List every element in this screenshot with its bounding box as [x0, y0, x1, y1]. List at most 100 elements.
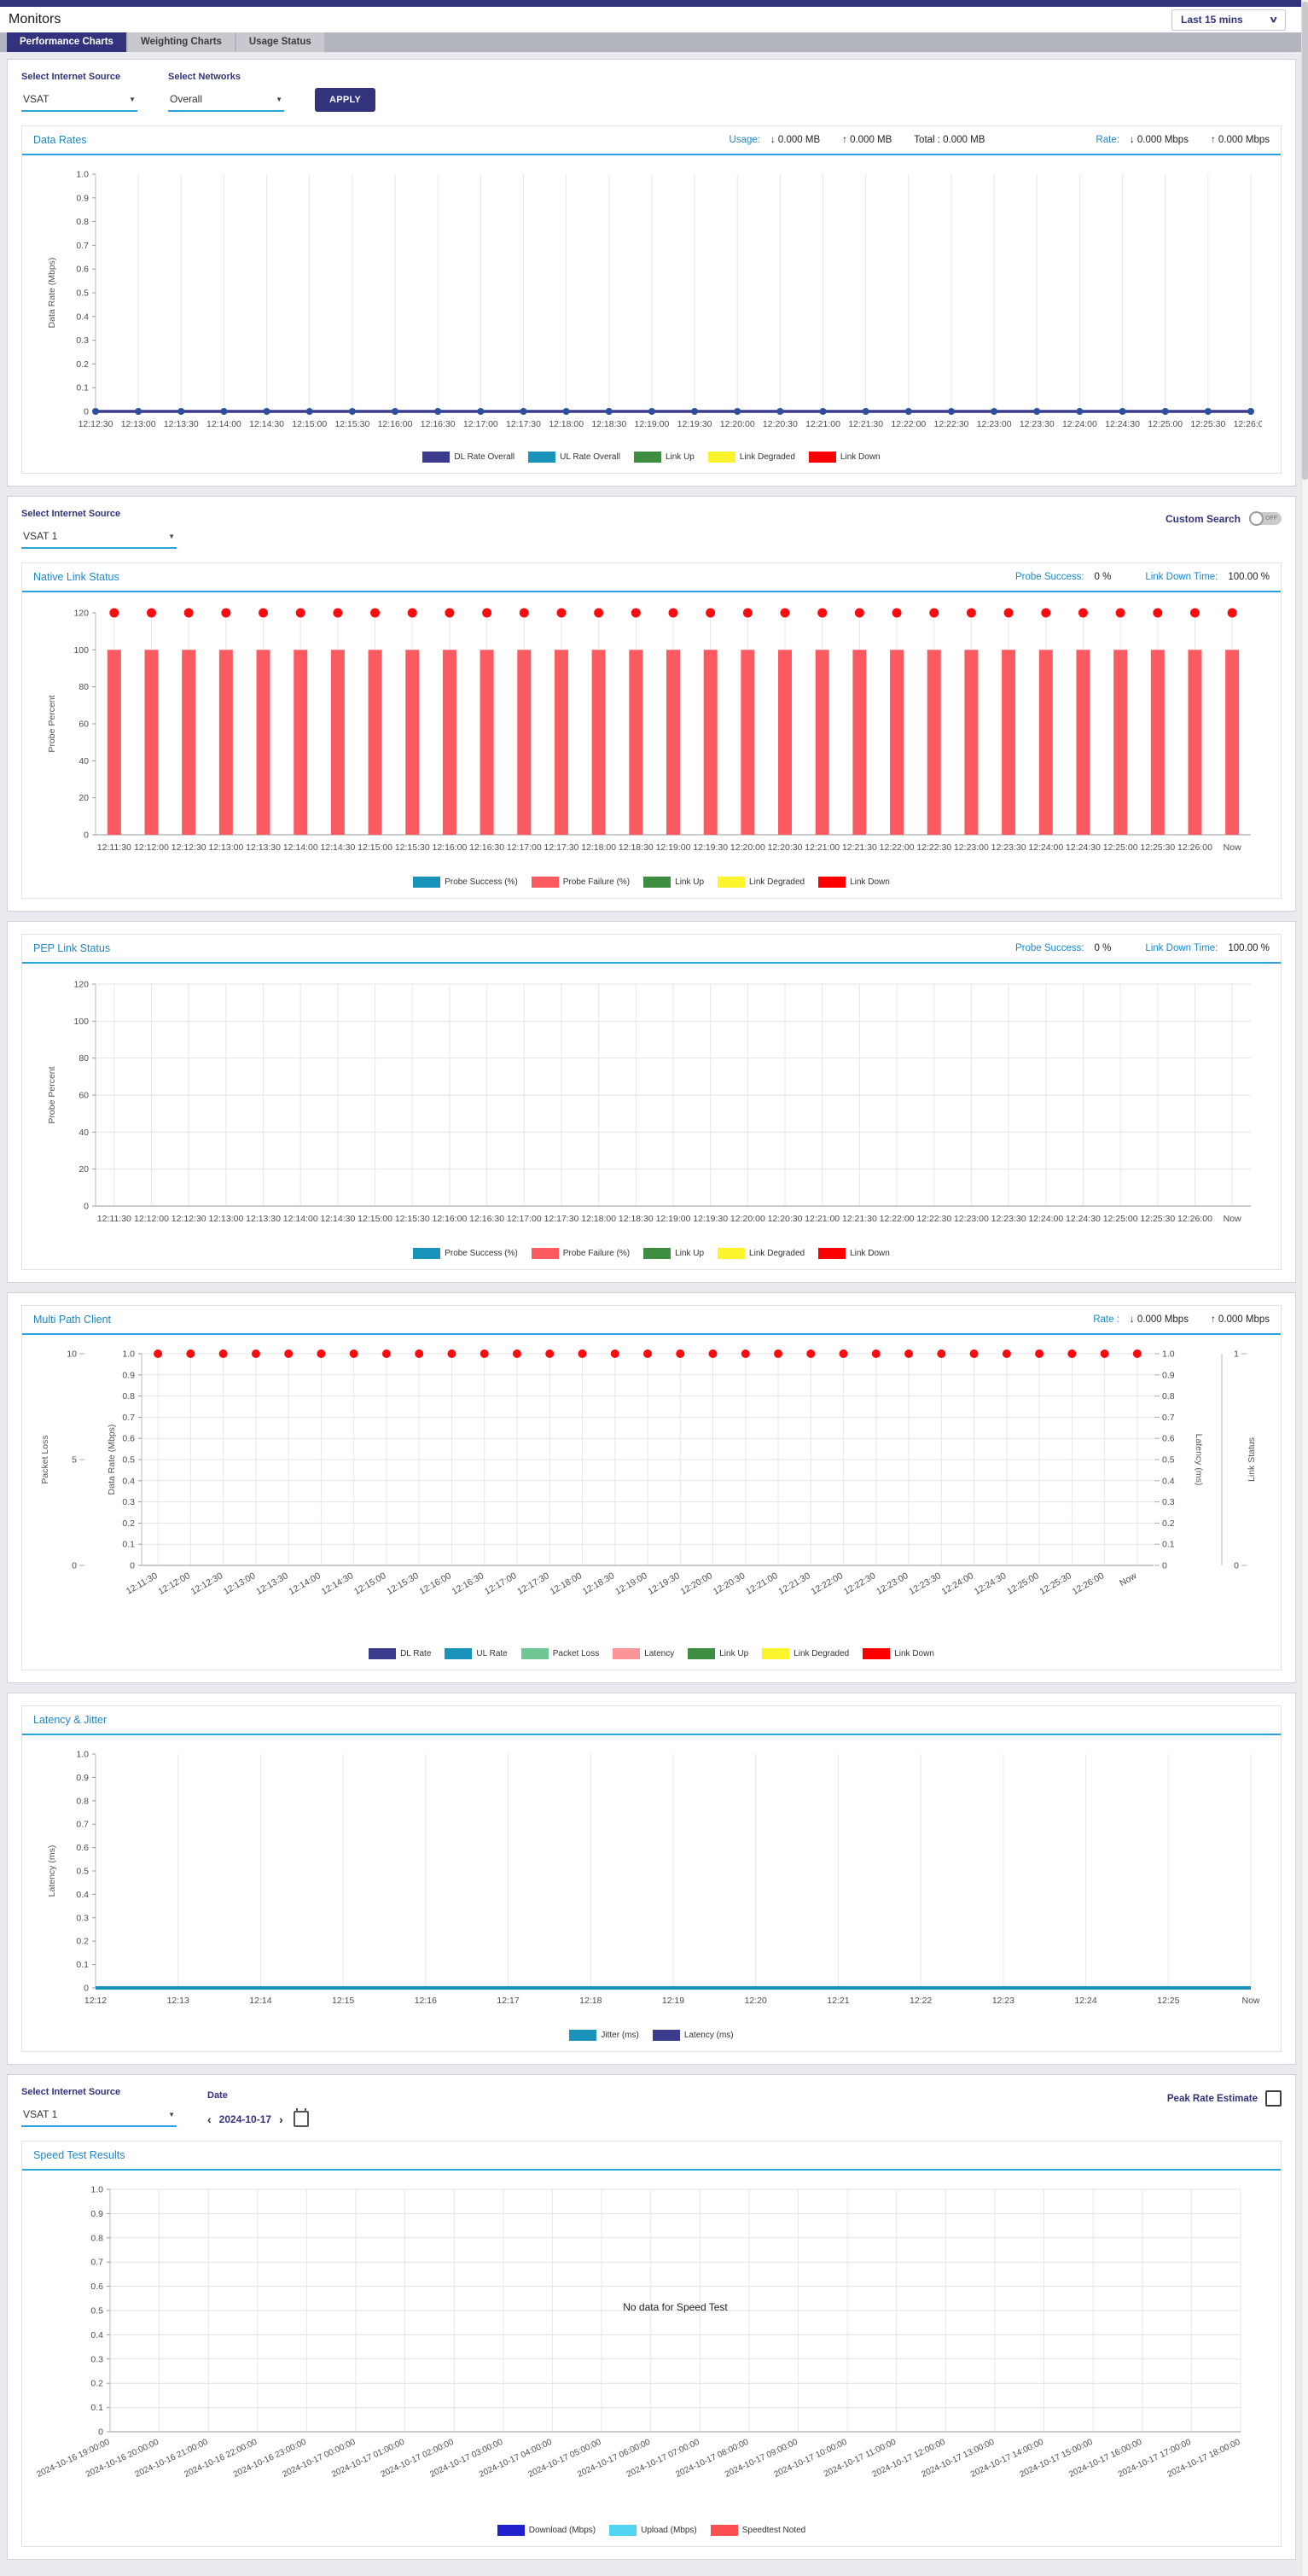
svg-text:12:22:30: 12:22:30 [916, 1214, 951, 1224]
svg-text:Link Status: Link Status [1247, 1437, 1257, 1482]
svg-text:12:24:30: 12:24:30 [1066, 842, 1101, 853]
legend-item: Speedtest Noted [710, 2525, 805, 2536]
internet-source-value: VSAT [23, 93, 49, 105]
pep-link-status-legend: Probe Success (%) Probe Failure (%) Link U… [22, 1246, 1281, 1269]
svg-text:Probe Percent: Probe Percent [47, 1066, 57, 1123]
internet-source-select[interactable]: VSAT ▼ [21, 90, 137, 112]
next-date-button[interactable]: › [279, 2112, 283, 2126]
legend-item: Probe Success (%) [413, 877, 518, 888]
svg-text:12:22:30: 12:22:30 [916, 842, 951, 853]
svg-text:12:13:00: 12:13:00 [121, 419, 156, 429]
latency-section-card: Latency & Jitter 1.0 0.9 0.8 0.7 0.6 0.5 0.4 0.… [7, 1693, 1296, 2065]
legend-swatch [718, 1248, 746, 1259]
apply-button[interactable]: APPLY [315, 88, 376, 112]
svg-text:12:26:00: 12:26:00 [1177, 1214, 1212, 1224]
tab-weighting-charts[interactable]: Weighting Charts [127, 32, 235, 52]
legend-swatch [531, 1248, 559, 1259]
svg-text:12:23:00: 12:23:00 [954, 1214, 989, 1224]
networks-label: Select Networks [168, 72, 241, 82]
svg-text:0.1: 0.1 [76, 383, 89, 393]
svg-text:12:14:00: 12:14:00 [283, 1214, 318, 1224]
legend-swatch [528, 452, 556, 463]
svg-text:12:21:30: 12:21:30 [776, 1571, 812, 1597]
dropdown-arrow-icon: ▼ [129, 95, 136, 103]
svg-text:12:23:00: 12:23:00 [954, 842, 989, 853]
svg-text:12:12:00: 12:12:00 [156, 1571, 192, 1597]
legend-label: UL Rate Overall [560, 452, 620, 462]
svg-text:12:15:00: 12:15:00 [358, 1214, 392, 1224]
svg-text:12:18:00: 12:18:00 [581, 842, 616, 853]
legend-item: Link Degraded [718, 877, 805, 888]
svg-text:12:19:30: 12:19:30 [693, 842, 728, 853]
usage-label: Usage: [729, 135, 760, 145]
svg-text:60: 60 [78, 1091, 89, 1101]
top-accent-bar [0, 0, 1308, 7]
multi-path-client-title: Multi Path Client [33, 1314, 112, 1326]
svg-text:12:16:00: 12:16:00 [418, 1571, 454, 1597]
scrollbar-thumb[interactable] [1302, 2, 1308, 480]
custom-search-toggle[interactable]: OFF [1249, 511, 1282, 526]
legend-item: Link Down [808, 452, 881, 463]
networks-select[interactable]: Overall ▼ [168, 90, 284, 112]
calendar-icon[interactable] [293, 2108, 309, 2127]
legend-item: Link Degraded [707, 452, 795, 463]
legend-label: Link Down [894, 1649, 934, 1658]
data-rates-title: Data Rates [33, 134, 87, 146]
svg-text:0.2: 0.2 [76, 359, 89, 370]
multi-path-client-panel: Multi Path Client Rate : ↓ 0.000 Mbps ↑ … [21, 1305, 1282, 1670]
svg-text:12:17:00: 12:17:00 [483, 1571, 519, 1597]
legend-swatch [762, 1648, 790, 1659]
pep-link-status-title: PEP Link Status [33, 942, 111, 954]
legend-label: Link Degraded [749, 877, 805, 887]
legend-item: Probe Success (%) [413, 1248, 518, 1259]
time-range-dropdown[interactable]: Last 15 mins ∨ [1171, 9, 1286, 31]
scrollbar[interactable] [1301, 0, 1308, 2576]
page-title: Monitors [9, 12, 61, 26]
svg-text:12:20:00: 12:20:00 [730, 842, 765, 853]
tab-performance-charts[interactable]: Performance Charts [7, 32, 126, 52]
svg-text:0.3: 0.3 [122, 1497, 135, 1507]
speedtest-section-card: Select Internet Source VSAT 1 ▼ Date ‹ 2… [7, 2074, 1296, 2560]
svg-text:12:20:00: 12:20:00 [679, 1571, 715, 1597]
legend-item: DL Rate Overall [422, 452, 514, 463]
title-bar: Monitors Last 15 mins ∨ [0, 7, 1308, 32]
svg-text:0.4: 0.4 [76, 1890, 89, 1900]
legend-label: Jitter (ms) [601, 2031, 639, 2040]
svg-text:12:15:30: 12:15:30 [395, 1214, 430, 1224]
networks-group: Select Networks Overall ▼ [168, 72, 284, 112]
legend-swatch [413, 1248, 441, 1259]
svg-text:12:25:30: 12:25:30 [1190, 419, 1225, 429]
svg-text:80: 80 [78, 1053, 89, 1064]
svg-text:0.2: 0.2 [76, 1937, 89, 1947]
tab-usage-status[interactable]: Usage Status [235, 32, 324, 52]
svg-text:12:20:00: 12:20:00 [720, 419, 755, 429]
svg-text:80: 80 [78, 682, 89, 692]
internet-source-select[interactable]: VSAT 1 ▼ [21, 2105, 177, 2127]
previous-date-button[interactable]: ‹ [207, 2112, 212, 2126]
legend-label: Link Up [675, 877, 705, 887]
legend-label: Link Down [850, 1249, 890, 1258]
svg-text:12:22: 12:22 [910, 1996, 932, 2006]
internet-source-value: VSAT 1 [23, 530, 58, 542]
svg-text:12:24:00: 12:24:00 [1028, 1214, 1063, 1224]
svg-text:0.3: 0.3 [90, 2354, 103, 2364]
svg-text:12:12:00: 12:12:00 [134, 842, 169, 853]
svg-text:12:14: 12:14 [249, 1996, 271, 2006]
data-rates-header: Data Rates Usage: ↓ 0.000 MB ↑ 0.000 MB … [22, 126, 1281, 155]
legend-label: Probe Failure (%) [562, 877, 631, 887]
time-range-value: Last 15 mins [1181, 14, 1243, 26]
svg-text:12:19:00: 12:19:00 [656, 842, 691, 853]
internet-source-select[interactable]: VSAT 1 ▼ [21, 527, 177, 549]
native-section-card: Select Internet Source VSAT 1 ▼ Custom S… [7, 496, 1296, 912]
svg-text:12:25:30: 12:25:30 [1140, 842, 1175, 853]
overall-section-card: Select Internet Source VSAT ▼ Select Net… [7, 59, 1296, 487]
legend-swatch [643, 877, 671, 888]
data-rates-stats: Usage: ↓ 0.000 MB ↑ 0.000 MB Total : 0.0… [730, 135, 1270, 145]
legend-label: Latency (ms) [683, 2031, 734, 2040]
svg-text:12:20: 12:20 [745, 1996, 767, 2006]
toggle-knob [1249, 511, 1264, 526]
svg-text:0.6: 0.6 [122, 1434, 135, 1444]
peak-rate-estimate-checkbox[interactable] [1265, 2090, 1282, 2107]
svg-text:12:17:30: 12:17:30 [544, 842, 579, 853]
probe-success-value: 0 % [1094, 572, 1112, 582]
